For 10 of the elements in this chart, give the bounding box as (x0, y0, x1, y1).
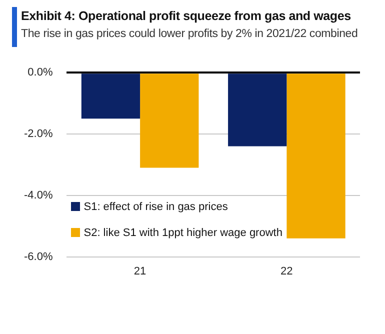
y-tick-label: -4.0% (24, 189, 53, 202)
x-tick-label: 22 (280, 265, 293, 278)
y-tick-label: -2.0% (24, 128, 53, 140)
y-tick-label: 0.0% (28, 66, 53, 79)
legend-label: S2: like S1 with 1ppt higher wage growth (84, 226, 282, 239)
x-tick-label: 21 (134, 265, 146, 278)
y-tick-label: -6.0% (24, 250, 53, 263)
chart-subtitle: The rise in gas prices could lower profits by 2% in 2021/22 combined (21, 28, 358, 40)
legend-label: S1: effect of rise in gas prices (84, 200, 228, 213)
chart-title: Exhibit 4: Operational profit squeeze from gas and wages (21, 9, 351, 23)
